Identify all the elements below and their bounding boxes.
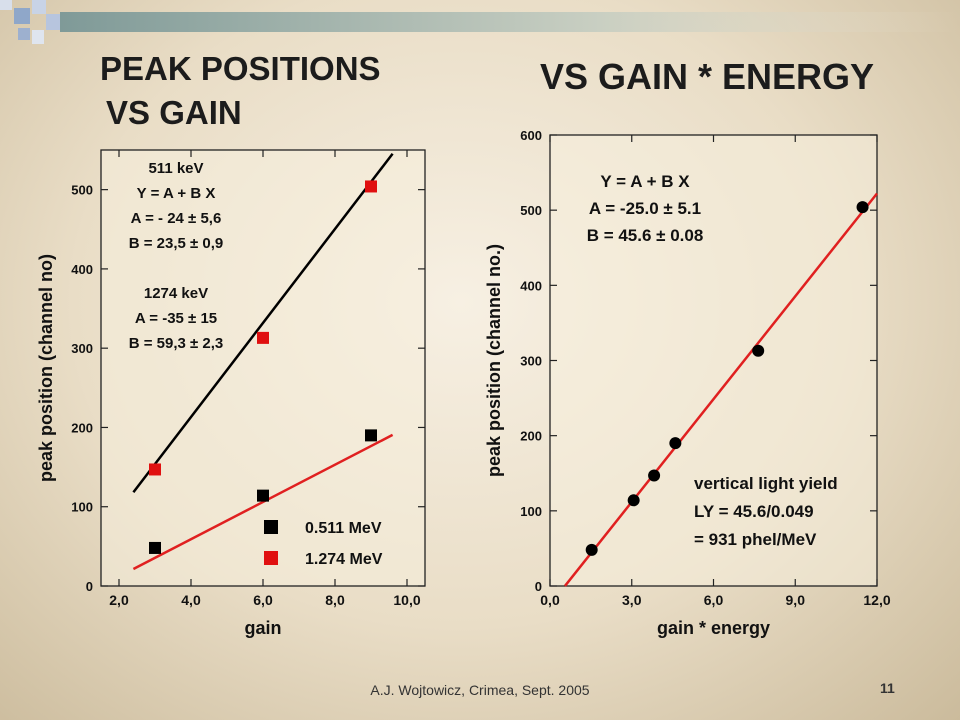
- annotation-text: B = 59,3 ± 2,3: [129, 335, 224, 352]
- x-axis-label: gain * energy: [657, 618, 770, 638]
- x-tick-label: 6,0: [253, 592, 273, 608]
- y-tick-label: 100: [71, 500, 93, 515]
- annotation-text: A = -35 ± 15: [135, 310, 217, 327]
- legend-swatch: [264, 520, 278, 534]
- legend-swatch: [264, 551, 278, 565]
- data-point: [149, 463, 161, 476]
- x-tick-label: 0,0: [540, 592, 560, 608]
- y-axis-label: peak position (channel no): [36, 254, 56, 482]
- x-tick-label: 10,0: [393, 592, 420, 608]
- plot-area: [100, 149, 426, 587]
- annotation-text: B = 45.6 ± 0.08: [587, 226, 704, 245]
- y-axis-label: peak position (channel no.): [484, 244, 504, 477]
- title-left-line2: VS GAIN: [106, 94, 242, 131]
- x-tick-label: 3,0: [622, 592, 642, 608]
- annotation-text: vertical light yield: [694, 474, 838, 493]
- data-point: [257, 331, 269, 344]
- x-tick-label: 6,0: [704, 592, 724, 608]
- x-tick-label: 9,0: [786, 592, 806, 608]
- fit-line: [564, 192, 878, 587]
- y-tick-label: 500: [71, 183, 93, 198]
- annotation-text: Y = A + B X: [137, 185, 216, 202]
- annotation-text: LY = 45.6/0.049: [694, 502, 814, 521]
- fit-line: [132, 152, 394, 493]
- annotation-text: A = - 24 ± 5,6: [131, 210, 222, 227]
- fit-line: [132, 433, 394, 571]
- y-tick-label: 400: [71, 262, 93, 277]
- x-tick-label: 2,0: [109, 592, 129, 608]
- y-tick-label: 600: [520, 128, 542, 143]
- x-axis-label: gain: [244, 618, 281, 638]
- footer-credit: A.J. Wojtowicz, Crimea, Sept. 2005: [370, 682, 590, 698]
- data-point: [365, 429, 377, 442]
- x-tick-label: 8,0: [325, 592, 345, 608]
- data-point: [856, 201, 869, 214]
- title-decoration-band: [0, 0, 960, 44]
- data-point: [585, 543, 598, 556]
- y-tick-label: 500: [520, 203, 542, 218]
- x-tick-label: 4,0: [181, 592, 201, 608]
- data-point: [365, 180, 377, 193]
- annotation-text: 511 keV: [148, 160, 203, 177]
- title-right: VS GAIN * ENERGY: [540, 56, 875, 97]
- y-tick-label: 0: [535, 579, 542, 594]
- y-tick-label: 300: [520, 354, 542, 369]
- y-tick-label: 100: [520, 504, 542, 519]
- annotation-text: A = -25.0 ± 5.1: [589, 199, 701, 218]
- plot-area: [549, 134, 878, 587]
- annotation-text: B = 23,5 ± 0,9: [129, 235, 224, 252]
- annotation-text: = 931 phel/MeV: [694, 530, 817, 549]
- title-left-line1: PEAK POSITIONS: [100, 50, 381, 87]
- legend-label: 0.511 MeV: [305, 520, 382, 537]
- legend-label: 1.274 MeV: [305, 551, 383, 568]
- annotation-text: 1274 keV: [144, 285, 208, 302]
- y-tick-label: 200: [71, 420, 93, 435]
- y-tick-label: 0: [86, 579, 93, 594]
- data-point: [669, 437, 682, 450]
- y-tick-label: 200: [520, 429, 542, 444]
- data-point: [752, 344, 765, 357]
- annotation-text: Y = A + B X: [600, 172, 690, 191]
- page-number: 11: [880, 680, 895, 696]
- data-point: [149, 541, 161, 554]
- data-point: [648, 469, 661, 482]
- y-tick-label: 400: [520, 278, 542, 293]
- y-tick-label: 300: [71, 341, 93, 356]
- data-point: [257, 489, 269, 502]
- data-point: [627, 494, 640, 507]
- x-tick-label: 12,0: [863, 592, 890, 608]
